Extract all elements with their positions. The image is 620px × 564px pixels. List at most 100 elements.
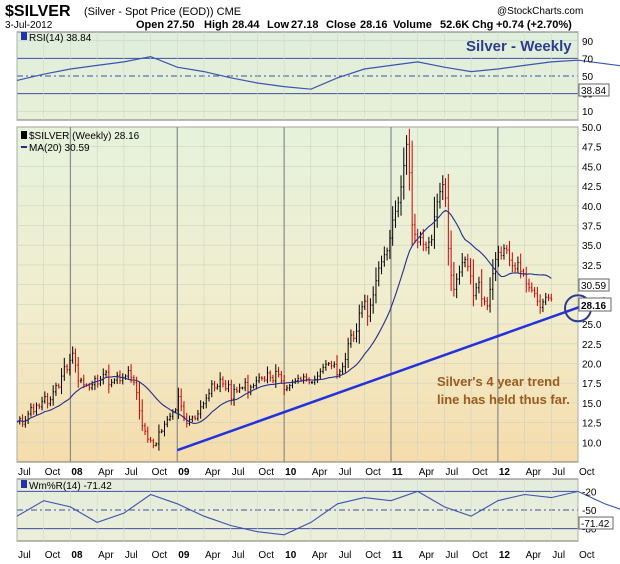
rsi-tick-label: 70: [582, 54, 594, 65]
x-tick-label: Apr: [312, 550, 328, 561]
x-tick-label: Apr: [205, 467, 221, 478]
x-tick-label: Oct: [258, 550, 274, 561]
rsi-line: [16, 55, 620, 90]
rsi-tick-label: 10: [582, 107, 594, 118]
rsi-panel: 1030507090 RSI(14) 38.84 Silver - Weekly…: [16, 31, 620, 121]
x-tick-label: 11: [392, 467, 403, 478]
williams-tick-label: -80: [582, 525, 597, 536]
x-tick-label: Jul: [339, 467, 352, 478]
x-tick-label: 10: [285, 467, 297, 478]
x-tick-label: Oct: [365, 467, 381, 478]
x-axis-lower: Jul Oct 08 Apr Jul Oct 09 Apr Jul Oct 10 Apr Jul Oct 1…: [18, 550, 595, 561]
price-tick-label: 17.5: [582, 379, 602, 390]
volume-value: 52.6K: [440, 19, 469, 31]
price-legend-swatch: [21, 131, 27, 139]
x-tick-label: Jul: [125, 467, 138, 478]
price-tick-label: 42.5: [582, 182, 602, 193]
chg-label: Chg: [472, 19, 493, 31]
open-value: 27.50: [167, 19, 195, 31]
price-last-value-box: [578, 297, 612, 312]
x-tick-label: Oct: [579, 550, 595, 561]
x-tick-label: Apr: [312, 467, 328, 478]
x-tick-label: Jul: [552, 467, 565, 478]
x-tick-label: Apr: [526, 550, 542, 561]
x-tick-label: Oct: [45, 550, 61, 561]
chart-date: 3-Jul-2012: [5, 20, 53, 31]
williams-legend-swatch: [21, 480, 27, 488]
price-tick-label: 22.5: [582, 340, 602, 351]
x-tick-label: Oct: [45, 467, 61, 478]
x-tick-label: Apr: [419, 467, 435, 478]
x-tick-label: 11: [392, 550, 403, 561]
x-tick-label: Jul: [445, 550, 458, 561]
price-tick-label: 47.5: [582, 143, 602, 154]
x-tick-label: Jul: [18, 467, 31, 478]
x-tick-label: 08: [71, 550, 83, 561]
price-panel: 10.012.515.017.520.022.525.027.530.032.5…: [16, 123, 612, 463]
chart-panel-title: Silver - Weekly: [466, 38, 572, 55]
x-tick-label: Oct: [365, 550, 381, 561]
price-tick-label: 50.0: [582, 123, 602, 134]
price-last-value: 28.16: [581, 301, 606, 312]
trend-line: [176, 296, 606, 452]
price-tick-label: 37.5: [582, 222, 602, 233]
x-tick-label: 12: [499, 467, 511, 478]
ma-legend: MA(20) 30.59: [29, 143, 90, 154]
rsi-tick-label: 50: [582, 72, 594, 83]
williams-line: [16, 490, 620, 536]
williams-panel: -20 -50 -80 Wm%R(14) -71.42 -71.42: [16, 478, 620, 542]
williams-tick-label: -20: [582, 487, 597, 498]
price-tick-label: 20.0: [582, 359, 602, 370]
high-label: High: [204, 19, 229, 31]
x-axis-upper: Jul Oct 08 Apr Jul Oct 09 Apr Jul Oct 10 Apr Jul Oct 1…: [18, 467, 595, 478]
rsi-legend: RSI(14) 38.84: [29, 33, 92, 44]
high-value: 28.44: [232, 19, 260, 31]
volume-label: Volume: [393, 19, 432, 31]
price-tick-label: 10.0: [582, 438, 602, 449]
price-tick-label: 15.0: [582, 399, 602, 410]
x-tick-label: Apr: [419, 550, 435, 561]
x-tick-label: Oct: [152, 467, 168, 478]
low-value: 27.18: [291, 19, 319, 31]
x-tick-label: 08: [71, 467, 83, 478]
x-tick-label: Jul: [552, 550, 565, 561]
price-tick-label: 40.0: [582, 202, 602, 213]
x-tick-label: Oct: [472, 467, 488, 478]
chg-value: +0.74 (+2.70%): [496, 19, 572, 31]
rsi-tick-label: 90: [582, 37, 594, 48]
x-tick-label: 12: [499, 550, 511, 561]
x-tick-label: Jul: [232, 550, 245, 561]
williams-last-value-box: [578, 516, 614, 530]
x-tick-label: Jul: [18, 550, 31, 561]
price-tick-label: 25.0: [582, 320, 602, 331]
rsi-last-value-box: [578, 83, 610, 97]
symbol-title: $SILVER: [5, 3, 71, 20]
rsi-last-value: 38.84: [581, 86, 606, 97]
williams-tick-label: -50: [582, 506, 597, 517]
low-label: Low: [267, 19, 289, 31]
close-value: 28.16: [360, 19, 388, 31]
trend-annotation-line-1: Silver's 4 year trend: [437, 374, 560, 389]
x-tick-label: Jul: [339, 550, 352, 561]
x-tick-label: Apr: [98, 550, 114, 561]
open-label: Open: [136, 19, 164, 31]
x-tick-label: Oct: [472, 550, 488, 561]
x-tick-label: Oct: [579, 467, 595, 478]
x-tick-label: Jul: [232, 467, 245, 478]
rsi-legend-swatch: [21, 32, 27, 40]
ma-last-value-box: [578, 278, 610, 292]
price-legend: $SILVER (Weekly) 28.16: [29, 131, 140, 142]
price-tick-label: 32.5: [582, 261, 602, 272]
x-tick-label: Jul: [125, 550, 138, 561]
ma20-line: [17, 209, 552, 425]
x-tick-label: Apr: [98, 467, 114, 478]
price-panel-background: [16, 126, 579, 463]
price-tick-label: 35.0: [582, 241, 602, 252]
x-tick-label: Oct: [258, 467, 274, 478]
x-tick-label: Apr: [526, 467, 542, 478]
symbol-description: (Silver - Spot Price (EOD)) CME: [84, 6, 241, 18]
x-tick-label: 09: [178, 467, 190, 478]
x-tick-label: Apr: [205, 550, 221, 561]
trend-annotation-line-2: line has held thus far.: [437, 392, 570, 407]
